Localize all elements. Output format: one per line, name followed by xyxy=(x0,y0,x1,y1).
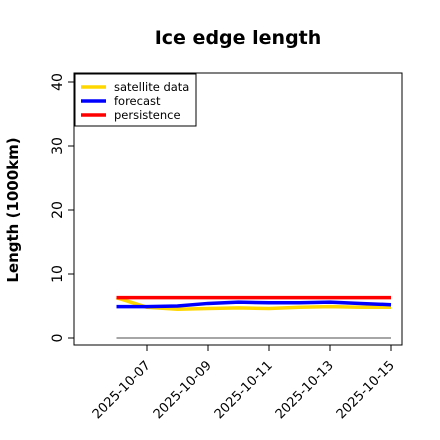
y-tick-label: 30 xyxy=(50,137,66,155)
y-axis: 0 10 20 30 40 xyxy=(50,73,74,342)
x-tick-label: 2025-10-11 xyxy=(212,358,276,422)
y-tick-label: 40 xyxy=(50,73,66,91)
series-line-satellite-data xyxy=(115,296,391,311)
legend-entry: forecast xyxy=(114,94,161,108)
y-axis-label: Length (1000km) xyxy=(4,137,22,282)
x-tick-label: 2025-10-09 xyxy=(151,358,215,422)
legend-entry: persistence xyxy=(114,108,181,122)
series-group xyxy=(115,295,392,311)
x-axis: 2025-10-072025-10-092025-10-112025-10-13… xyxy=(90,345,398,422)
y-tick-label: 20 xyxy=(50,201,66,219)
series-line-forecast xyxy=(116,300,392,309)
x-tick-label: 2025-10-07 xyxy=(90,358,154,422)
legend-entry: satellite data xyxy=(114,80,189,94)
y-tick-label: 0 xyxy=(50,334,66,343)
x-tick-label: 2025-10-13 xyxy=(273,358,337,422)
y-tick-label: 10 xyxy=(50,265,66,283)
plot-area xyxy=(73,72,403,346)
chart-title: Ice edge length xyxy=(155,27,322,49)
x-tick-label: 2025-10-15 xyxy=(334,358,398,422)
